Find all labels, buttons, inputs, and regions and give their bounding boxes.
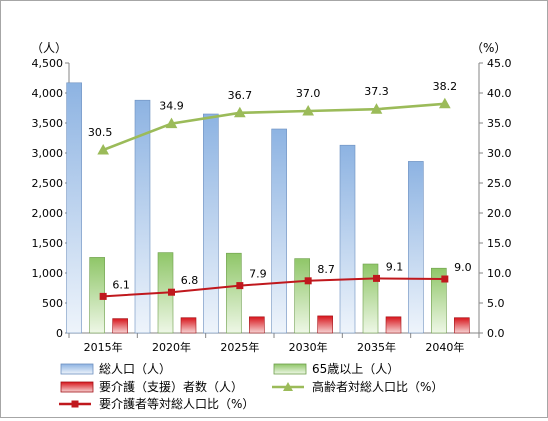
triangle-marker <box>370 103 383 114</box>
legend-label: 高齢者対総人口比（%） <box>312 379 443 394</box>
right-tick-label: 15.0 <box>487 237 512 250</box>
data-label: 8.7 <box>317 263 335 276</box>
bars <box>66 82 470 334</box>
bar-1 <box>66 82 82 334</box>
line-series-2 <box>103 277 445 298</box>
legend-label: 総人口（人） <box>99 362 171 376</box>
legend-label: 65歳以上（人） <box>312 362 399 376</box>
bar-3 <box>454 317 470 334</box>
bar-2 <box>431 267 447 334</box>
bar-2 <box>294 258 310 334</box>
right-tick-label: 0.0 <box>487 327 505 340</box>
data-label: 7.9 <box>249 268 267 281</box>
data-label: 9.0 <box>454 261 472 274</box>
triangle-marker <box>438 97 451 109</box>
data-label: 9.1 <box>386 260 404 273</box>
right-tick-label: 35.0 <box>487 117 512 130</box>
bar-2 <box>226 252 242 334</box>
legend-swatch <box>273 363 307 375</box>
square-marker <box>304 277 312 285</box>
bar-3 <box>112 318 128 334</box>
square-marker <box>441 275 449 283</box>
left-tick-label: 2,500 <box>32 177 64 190</box>
right-axis-unit: （%） <box>471 41 506 55</box>
legend-square-marker <box>71 400 79 408</box>
legend-swatch <box>60 381 94 393</box>
legend-label: 要介護者等対総人口比（%） <box>99 396 254 411</box>
bar-3 <box>317 315 333 334</box>
data-label: 37.0 <box>296 87 321 100</box>
lines <box>97 97 451 300</box>
right-tick-label: 25.0 <box>487 177 512 190</box>
left-tick-label: 4,000 <box>32 87 64 100</box>
x-tick-label: 2025年 <box>220 340 259 354</box>
x-tick-label: 2015年 <box>84 340 123 354</box>
bar-3 <box>249 316 265 334</box>
right-tick-label: 45.0 <box>487 57 512 70</box>
bar-3 <box>180 317 197 334</box>
bar-1 <box>203 113 219 334</box>
square-marker <box>373 274 380 282</box>
bar-2 <box>362 263 379 334</box>
data-label: 6.1 <box>112 278 130 291</box>
x-tick-label: 2040年 <box>425 340 464 354</box>
data-label: 34.9 <box>159 100 184 113</box>
data-label: 38.2 <box>433 80 458 93</box>
line-series-1 <box>102 102 445 152</box>
legend-label: 要介護（支援）者数（人） <box>99 379 243 394</box>
bar-1 <box>339 144 356 334</box>
left-tick-label: 0 <box>56 327 63 340</box>
square-marker <box>99 292 107 300</box>
left-tick-label: 3,000 <box>32 147 64 160</box>
bar-3 <box>385 316 402 334</box>
left-tick-label: 1,500 <box>32 237 64 250</box>
axes: 0 500 1,000 1,500 2,000 2,500 3,000 3,500 4,000 4… <box>32 57 512 354</box>
data-label: 36.7 <box>228 89 253 102</box>
legend: 総人口（人） 65歳以上（人） 要介護（支援）者数（人） 高齢者対総人口比（%） 要介護… <box>59 362 443 411</box>
triangle-marker <box>97 143 110 155</box>
right-tick-label: 5.0 <box>487 297 505 310</box>
bar-1 <box>134 99 151 334</box>
bar-1 <box>408 161 424 334</box>
left-tick-label: 1,000 <box>32 267 64 280</box>
left-axis-unit: （人） <box>31 41 67 55</box>
bar-1 <box>271 128 287 334</box>
left-tick-label: 500 <box>42 297 63 310</box>
right-tick-label: 40.0 <box>487 87 512 100</box>
left-tick-label: 3,500 <box>32 117 64 130</box>
data-labels: 30.5 34.9 36.7 37.0 37.3 38.2 6.1 6.8 7.9 8.7 9.1 9… <box>88 80 472 292</box>
square-marker <box>168 288 175 296</box>
x-tick-label: 2035年 <box>357 340 396 354</box>
left-tick-label: 2,000 <box>32 207 64 220</box>
triangle-marker <box>233 106 246 118</box>
right-tick-label: 10.0 <box>487 267 512 280</box>
triangle-marker <box>165 117 178 129</box>
legend-triangle-marker <box>283 382 293 391</box>
x-tick-label: 2030年 <box>289 340 328 354</box>
data-label: 6.8 <box>181 274 199 287</box>
x-tick-label: 2020年 <box>152 340 191 354</box>
triangle-marker <box>302 104 315 116</box>
data-label: 30.5 <box>88 126 113 139</box>
right-tick-label: 20.0 <box>487 207 512 220</box>
square-marker <box>236 282 244 290</box>
left-tick-label: 4,500 <box>32 57 64 70</box>
right-tick-label: 30.0 <box>487 147 512 160</box>
legend-swatch <box>60 363 94 375</box>
data-label: 37.3 <box>364 85 389 98</box>
